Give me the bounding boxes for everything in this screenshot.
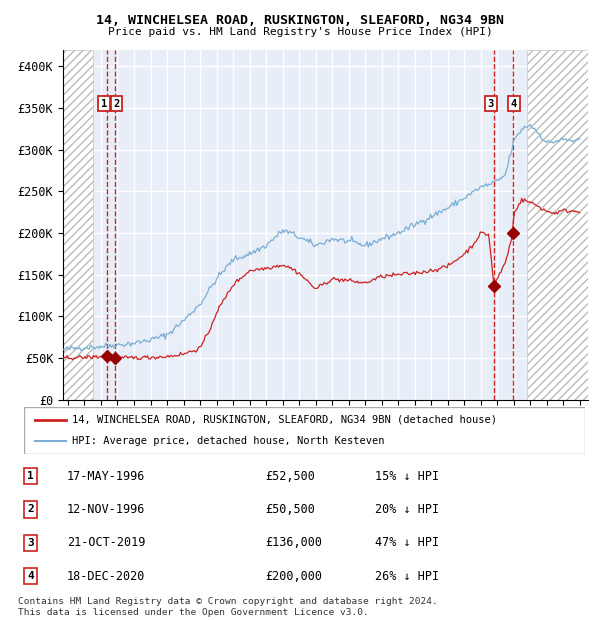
Text: 14, WINCHELSEA ROAD, RUSKINGTON, SLEAFORD, NG34 9BN (detached house): 14, WINCHELSEA ROAD, RUSKINGTON, SLEAFOR…	[71, 415, 497, 425]
Text: Price paid vs. HM Land Registry's House Price Index (HPI): Price paid vs. HM Land Registry's House …	[107, 27, 493, 37]
Text: 14, WINCHELSEA ROAD, RUSKINGTON, SLEAFORD, NG34 9BN: 14, WINCHELSEA ROAD, RUSKINGTON, SLEAFOR…	[96, 14, 504, 27]
FancyBboxPatch shape	[24, 407, 585, 454]
Text: 18-DEC-2020: 18-DEC-2020	[67, 570, 145, 583]
Text: Contains HM Land Registry data © Crown copyright and database right 2024.
This d: Contains HM Land Registry data © Crown c…	[18, 598, 438, 617]
Text: £200,000: £200,000	[265, 570, 322, 583]
Text: 47% ↓ HPI: 47% ↓ HPI	[375, 536, 439, 549]
Text: 3: 3	[27, 538, 34, 548]
Text: 4: 4	[27, 571, 34, 581]
Text: £52,500: £52,500	[265, 469, 316, 482]
Text: 15% ↓ HPI: 15% ↓ HPI	[375, 469, 439, 482]
Text: 2: 2	[27, 505, 34, 515]
Text: £136,000: £136,000	[265, 536, 322, 549]
Text: 4: 4	[511, 99, 517, 109]
Text: 12-NOV-1996: 12-NOV-1996	[67, 503, 145, 516]
Bar	[63, 50, 93, 400]
Text: 20% ↓ HPI: 20% ↓ HPI	[375, 503, 439, 516]
Text: 21-OCT-2019: 21-OCT-2019	[67, 536, 145, 549]
Text: 17-MAY-1996: 17-MAY-1996	[67, 469, 145, 482]
Text: HPI: Average price, detached house, North Kesteven: HPI: Average price, detached house, Nort…	[71, 436, 384, 446]
Text: 26% ↓ HPI: 26% ↓ HPI	[375, 570, 439, 583]
Text: 1: 1	[27, 471, 34, 481]
Text: 1: 1	[101, 99, 107, 109]
Text: £50,500: £50,500	[265, 503, 316, 516]
Bar	[527, 50, 588, 400]
Text: 3: 3	[488, 99, 494, 109]
Text: 2: 2	[113, 99, 119, 109]
